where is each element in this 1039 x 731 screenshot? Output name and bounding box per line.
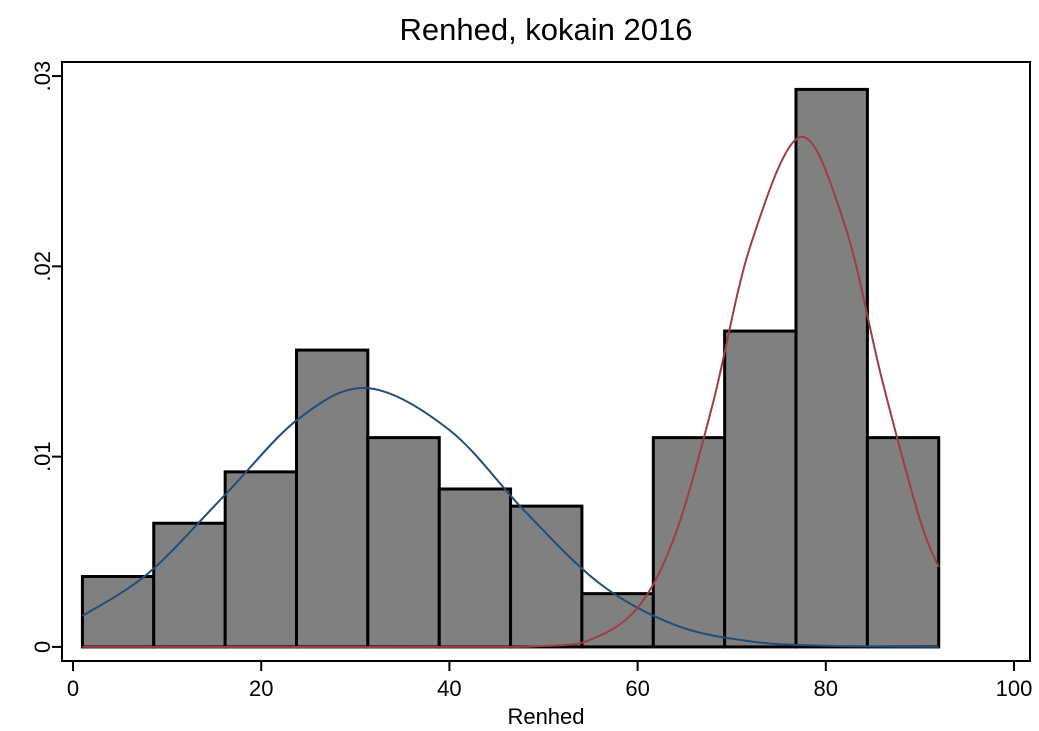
y-tick-label: .03 (30, 61, 55, 92)
x-tick-label: 0 (67, 676, 79, 701)
bar (152, 521, 227, 649)
bar (437, 487, 513, 649)
y-tick-label: 0 (30, 641, 55, 653)
x-tick-label: 100 (996, 676, 1033, 701)
bar (509, 504, 584, 649)
chart-title: Renhed, kokain 2016 (399, 12, 692, 47)
y-tick-label: .01 (30, 441, 55, 472)
y-tick-label: .02 (30, 251, 55, 282)
x-tick-label: 60 (625, 676, 649, 701)
bar (294, 348, 370, 649)
plot-frame (61, 61, 1031, 662)
x-axis-label: Renhed (507, 704, 584, 729)
density-curve (82, 135, 940, 648)
x-tick-label: 80 (814, 676, 838, 701)
x-tick-label: 40 (437, 676, 461, 701)
density-curve (81, 387, 939, 648)
bar (723, 329, 798, 649)
bar (366, 436, 441, 649)
bar (223, 470, 298, 649)
bar (80, 575, 156, 649)
x-tick-label: 20 (249, 676, 273, 701)
bar (794, 87, 869, 649)
bar (651, 436, 727, 649)
